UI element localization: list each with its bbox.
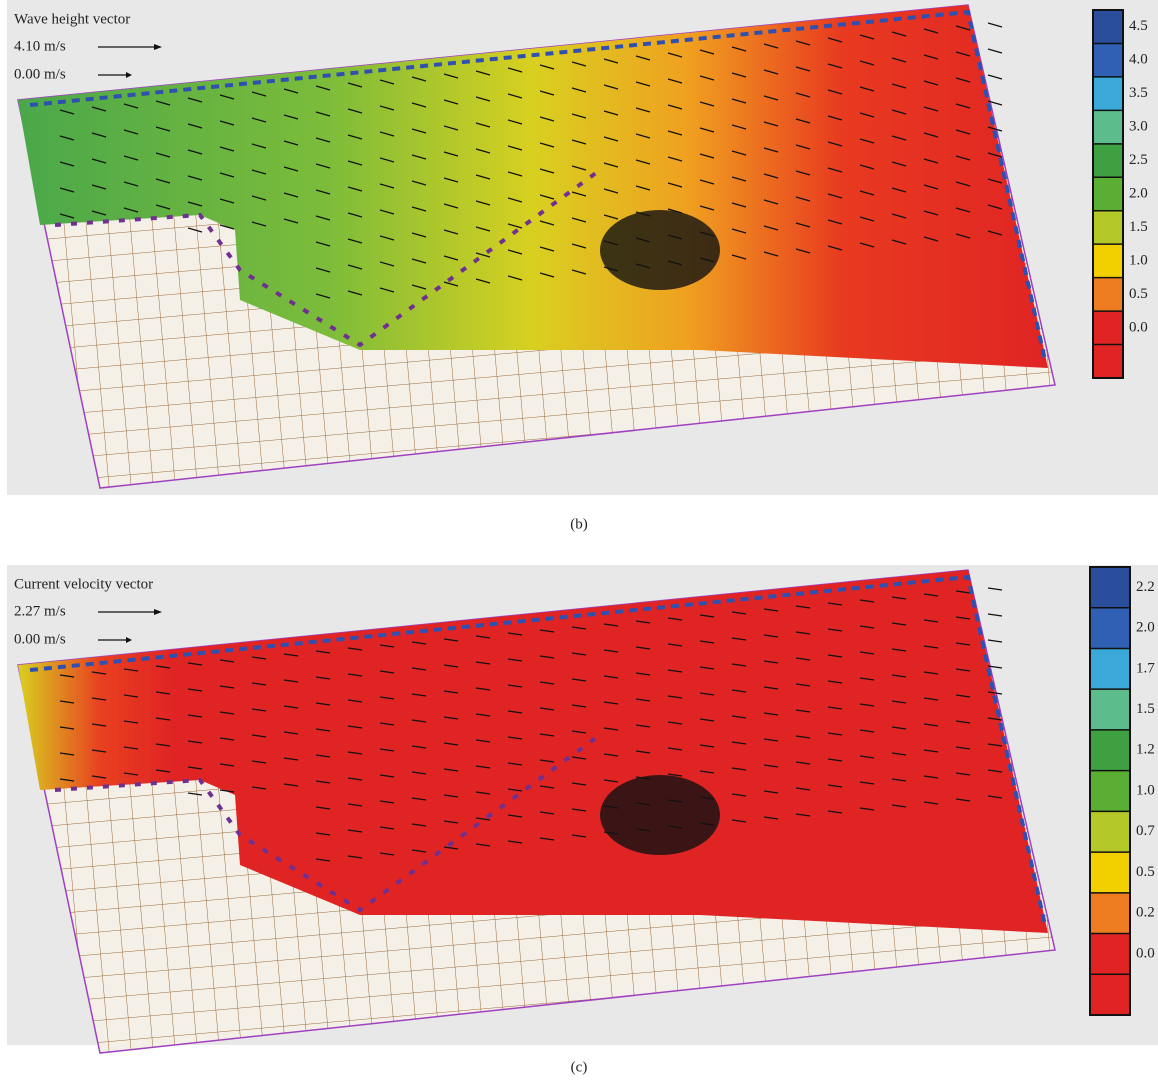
figure: Wave height vector 4.10 m/s 0.00 m/s 4.5 4.0… bbox=[0, 0, 1158, 1083]
colorbar-label: 2.0 bbox=[1136, 620, 1155, 636]
colorbar-label: 2.5 bbox=[1129, 152, 1148, 168]
colorbar-label: 0.0 bbox=[1129, 319, 1148, 335]
colorbar-segment bbox=[1090, 730, 1130, 771]
colorbar-segment bbox=[1093, 345, 1123, 379]
colorbar-label: 2.0 bbox=[1129, 185, 1148, 201]
colorbar-segment bbox=[1090, 974, 1130, 1015]
colorbar-label: 3.0 bbox=[1129, 119, 1148, 135]
panel-caption: (c) bbox=[571, 1059, 588, 1075]
colorbar-label: 4.5 bbox=[1129, 18, 1148, 34]
colorbar-segment bbox=[1093, 110, 1123, 144]
colorbar-segment bbox=[1093, 144, 1123, 178]
colorbar-label: 2.2 bbox=[1136, 579, 1155, 595]
colorbar-segment bbox=[1093, 278, 1123, 312]
vector-title: Current velocity vector bbox=[14, 576, 153, 592]
colorbar-segment bbox=[1093, 244, 1123, 278]
colorbar-label: 1.7 bbox=[1136, 660, 1155, 676]
colorbar-segment bbox=[1090, 648, 1130, 689]
colorbar-segment bbox=[1093, 77, 1123, 111]
vector-scale: 2.27 m/s bbox=[14, 603, 66, 619]
colorbar-label: 1.0 bbox=[1136, 782, 1155, 798]
colorbar-label: 4.0 bbox=[1129, 52, 1148, 68]
colorbar-label: 0.5 bbox=[1129, 286, 1148, 302]
colorbar-segment bbox=[1090, 893, 1130, 934]
vector-cluster bbox=[600, 210, 720, 290]
colorbar-label: 0.7 bbox=[1136, 823, 1155, 839]
vector-cluster bbox=[600, 775, 720, 855]
colorbar-segment bbox=[1090, 689, 1130, 730]
panel: Current velocity vector 2.27 m/s 0.00 m/s 2… bbox=[7, 565, 1158, 1053]
colorbar-label: 0.0 bbox=[1136, 945, 1155, 961]
colorbar-segment bbox=[1093, 177, 1123, 211]
colorbar-segment bbox=[1090, 771, 1130, 812]
colorbar-segment bbox=[1093, 10, 1123, 44]
colorbar-segment bbox=[1093, 43, 1123, 77]
vector-scale: 4.10 m/s bbox=[14, 38, 66, 54]
colorbar-segment bbox=[1090, 811, 1130, 852]
panel: Wave height vector 4.10 m/s 0.00 m/s 4.5 4.0… bbox=[7, 0, 1158, 495]
colorbar-segment bbox=[1090, 934, 1130, 975]
colorbar-segment bbox=[1093, 311, 1123, 345]
vector-scale: 0.00 m/s bbox=[14, 631, 66, 647]
colorbar-label: 1.2 bbox=[1136, 742, 1155, 758]
panel-caption: (b) bbox=[570, 516, 588, 532]
vector-title: Wave height vector bbox=[14, 11, 130, 27]
colorbar-segment bbox=[1090, 567, 1130, 608]
vector-scale: 0.00 m/s bbox=[14, 66, 66, 82]
colorbar-label: 1.5 bbox=[1129, 219, 1148, 235]
colorbar-label: 1.5 bbox=[1136, 701, 1155, 717]
colorbar-segment bbox=[1093, 211, 1123, 245]
colorbar-label: 0.5 bbox=[1136, 864, 1155, 880]
colorbar-segment bbox=[1090, 852, 1130, 893]
colorbar-label: 0.2 bbox=[1136, 905, 1155, 921]
colorbar-segment bbox=[1090, 608, 1130, 649]
colorbar-label: 3.5 bbox=[1129, 85, 1148, 101]
colorbar-label: 1.0 bbox=[1129, 252, 1148, 268]
